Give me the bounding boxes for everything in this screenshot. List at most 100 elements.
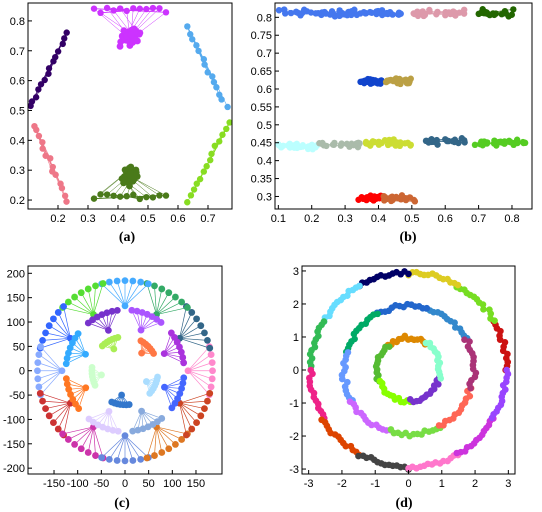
data-point-c (129, 427, 137, 435)
link-line (45, 402, 71, 409)
data-point-c (188, 309, 196, 316)
y-tick-label-d: 3 (293, 266, 299, 278)
data-point-b (451, 138, 458, 146)
data-point-c (98, 342, 106, 350)
link-line (187, 370, 212, 388)
link-line (109, 281, 126, 307)
data-point-d (503, 366, 510, 374)
data-point-a (39, 145, 46, 152)
data-point-c (84, 319, 92, 327)
x-tick-label-c: -50 (93, 478, 109, 490)
data-point-b (520, 139, 527, 147)
data-point-a (208, 150, 215, 158)
data-point-a (45, 65, 53, 72)
link-line (93, 426, 96, 456)
data-point-c (99, 280, 107, 287)
data-point-d (486, 306, 493, 313)
data-point-b (307, 9, 315, 16)
data-point-a (226, 119, 232, 126)
y-tick-label-c: 200 (7, 268, 25, 280)
data-point-c (134, 426, 142, 434)
y-tick-label-c: 100 (7, 317, 25, 329)
data-point-c (121, 277, 129, 285)
data-point-c (158, 415, 166, 422)
data-point-b (360, 8, 368, 16)
link-line (129, 10, 167, 13)
x-tick-label-d: 2 (472, 478, 478, 490)
data-point-d (501, 338, 509, 346)
data-point-a (28, 102, 34, 110)
link-line (62, 307, 94, 315)
data-point-a (187, 31, 194, 38)
data-point-d (350, 330, 358, 338)
link-line (129, 195, 167, 198)
data-point-c (182, 431, 190, 439)
data-point-c (193, 419, 200, 427)
data-point-c (154, 373, 161, 381)
data-point-c (161, 383, 168, 391)
link-line (140, 322, 162, 331)
data-point-a (58, 184, 66, 192)
data-point-c (178, 385, 185, 392)
data-point-a (39, 139, 46, 146)
data-point-a (90, 5, 98, 12)
data-point-a (216, 138, 223, 145)
data-point-b (460, 6, 468, 13)
data-point-d (466, 392, 474, 400)
data-point-a (116, 5, 124, 12)
data-point-b (390, 77, 397, 85)
data-point-b (368, 9, 375, 16)
link-line (62, 426, 94, 435)
link-line (124, 280, 134, 306)
data-point-c (208, 375, 216, 383)
y-tick-label-d: -1 (289, 398, 299, 410)
data-point-b (275, 7, 283, 14)
data-point-b (442, 12, 449, 19)
link-line (141, 410, 162, 419)
link-line (38, 370, 63, 388)
data-point-b (383, 9, 391, 17)
data-point-a (47, 155, 54, 162)
link-line (88, 322, 109, 331)
data-point-d (480, 306, 487, 313)
data-point-c (105, 407, 113, 415)
data-point-c (62, 375, 70, 383)
data-point-a (184, 23, 191, 30)
y-tick-label-a: 0.2 (10, 195, 25, 207)
link-line (164, 387, 173, 408)
data-point-c (37, 343, 45, 351)
link-line (179, 403, 193, 430)
link-line (93, 426, 104, 459)
link-line (108, 411, 119, 432)
data-point-c (63, 380, 71, 388)
x-tick-label-d: 0 (405, 478, 411, 490)
data-point-c (84, 449, 92, 456)
x-tick-label-d: 1 (439, 478, 445, 490)
data-point-c (113, 306, 121, 314)
data-point-a (149, 4, 157, 12)
link-line (156, 426, 163, 453)
data-point-c (179, 379, 187, 387)
data-point-c (178, 298, 186, 306)
data-point-b (421, 11, 429, 19)
x-tick-label-a: 0.2 (50, 213, 65, 225)
link-line (78, 387, 87, 409)
data-point-a (97, 191, 104, 198)
data-point-a (219, 131, 226, 138)
data-point-a (213, 84, 220, 91)
link-line (179, 332, 205, 339)
x-tick-label-b: 0.2 (304, 213, 319, 225)
data-point-b (422, 137, 430, 145)
data-point-b (402, 194, 409, 202)
data-point-c (118, 391, 126, 399)
data-point-c (138, 349, 146, 357)
link-line (42, 337, 71, 341)
data-point-c (34, 359, 42, 367)
link-line (179, 402, 201, 417)
data-point-b (291, 144, 298, 151)
data-point-c (98, 454, 106, 461)
data-point-b (391, 139, 398, 147)
data-point-d (355, 452, 362, 460)
data-point-a (116, 193, 124, 200)
